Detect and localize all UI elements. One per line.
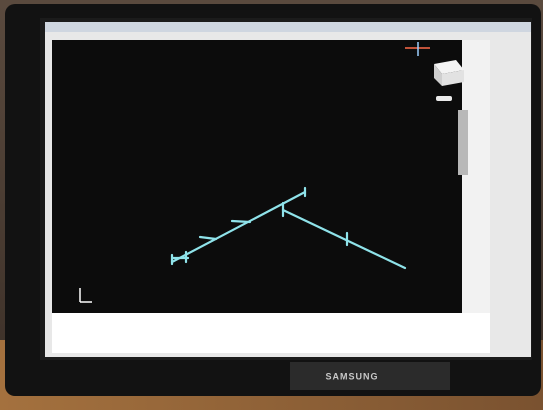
title-bar <box>45 22 531 32</box>
side-panel <box>462 40 490 313</box>
scroll-bar <box>458 110 468 175</box>
cad-viewport <box>52 40 462 313</box>
command-area <box>52 313 490 353</box>
brand-logo: SAMSUNG <box>325 371 378 381</box>
page: SAMSUNG (() => { const data = JSON.parse… <box>0 0 543 410</box>
photo: SAMSUNG <box>0 0 543 410</box>
fitting <box>232 221 250 222</box>
